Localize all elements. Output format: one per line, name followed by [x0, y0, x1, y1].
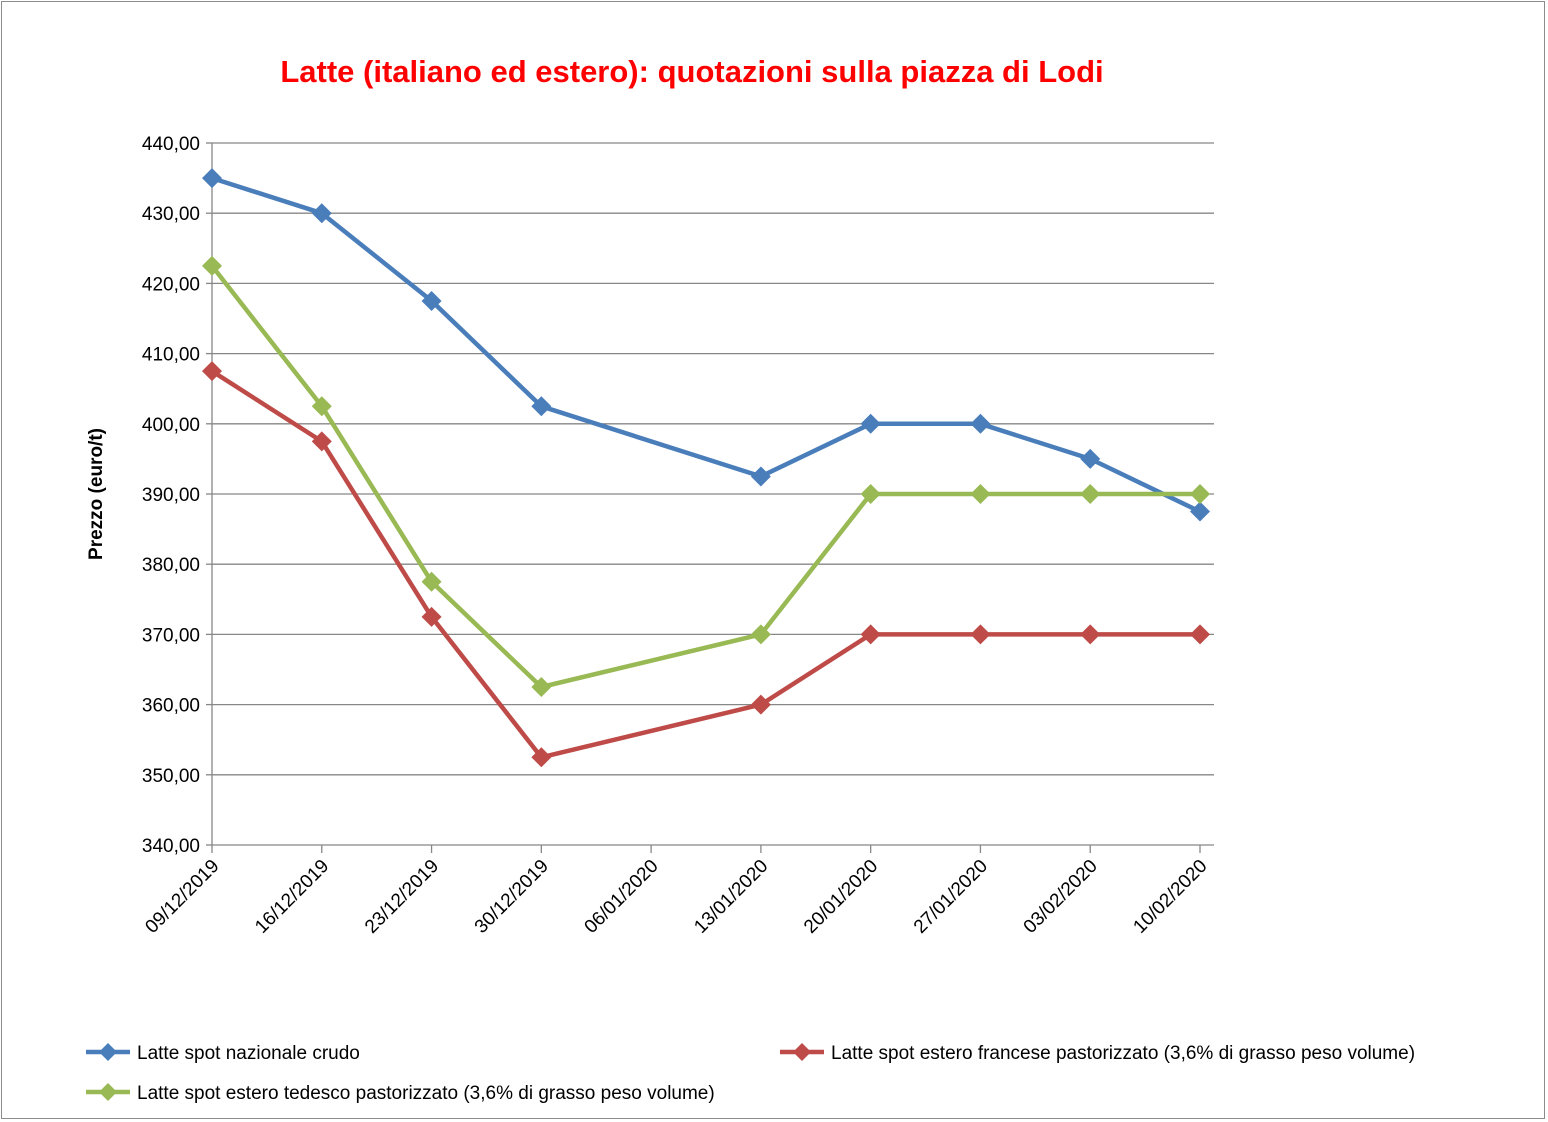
- data-point: [311, 203, 332, 224]
- series-3: [202, 255, 1210, 698]
- y-tick-label: 360,00: [142, 696, 200, 717]
- legend-label: Latte spot estero tedesco pastorizzato (…: [137, 1083, 715, 1104]
- data-point: [1190, 484, 1210, 504]
- data-point: [860, 484, 881, 504]
- x-tick-label: 09/12/2019: [141, 856, 223, 938]
- data-point: [1080, 484, 1101, 504]
- data-point: [531, 677, 552, 698]
- data-point: [311, 431, 332, 452]
- legend-marker: [99, 1083, 117, 1101]
- data-point: [311, 396, 332, 417]
- data-point: [970, 413, 991, 434]
- data-point: [750, 466, 771, 487]
- y-axis-title: Prezzo (euro/t): [86, 428, 107, 560]
- data-point: [421, 571, 442, 592]
- data-point: [531, 747, 552, 768]
- y-tick-label: 440,00: [142, 134, 200, 155]
- x-tick-label: 10/02/2020: [1129, 856, 1211, 938]
- data-point: [202, 255, 222, 276]
- y-tick-label: 340,00: [142, 836, 200, 857]
- legend-label: Latte spot estero francese pastorizzato …: [831, 1043, 1415, 1064]
- y-tick-label: 420,00: [142, 274, 200, 295]
- y-tick-label: 410,00: [142, 345, 200, 366]
- series-line: [210, 264, 1200, 690]
- legend-item: Latte spot estero francese pastorizzato …: [780, 1043, 1415, 1064]
- data-point: [1080, 448, 1101, 469]
- series-2: [202, 361, 1210, 768]
- x-tick-label: 23/12/2019: [361, 856, 443, 938]
- data-point: [202, 361, 222, 382]
- data-point: [421, 606, 442, 627]
- y-tick-label: 350,00: [142, 766, 200, 787]
- data-point: [860, 413, 881, 434]
- x-tick-label: 03/02/2020: [1020, 856, 1102, 938]
- x-tick-label: 27/01/2020: [910, 856, 992, 938]
- series-layer: [202, 168, 1210, 768]
- legend-marker: [793, 1043, 811, 1061]
- x-tick-label: 16/12/2019: [251, 856, 333, 938]
- data-point: [531, 396, 552, 417]
- legend-item: Latte spot estero tedesco pastorizzato (…: [86, 1083, 715, 1104]
- gridlines: [212, 142, 1214, 776]
- legend-marker: [99, 1043, 117, 1061]
- data-point: [750, 694, 771, 715]
- data-point: [1080, 624, 1101, 645]
- y-tick-label: 380,00: [142, 555, 200, 576]
- legend-label: Latte spot nazionale crudo: [137, 1043, 360, 1064]
- data-point: [970, 624, 991, 645]
- y-tick-label: 430,00: [142, 204, 200, 225]
- x-tick-label: 20/01/2020: [800, 856, 882, 938]
- data-point: [1190, 624, 1210, 645]
- x-tick-label: 06/01/2020: [581, 856, 663, 938]
- axes: 340,00 350,00 360,00 370,00 380,00 390,00 400,…: [141, 134, 1214, 938]
- data-point: [421, 290, 442, 311]
- data-point: [970, 484, 991, 504]
- data-point: [860, 624, 881, 645]
- data-point: [1190, 501, 1210, 522]
- x-tick-label: 30/12/2019: [471, 856, 553, 938]
- y-tick-label: 370,00: [142, 625, 200, 646]
- data-point: [202, 168, 222, 189]
- y-tick-label: 400,00: [142, 415, 200, 436]
- y-tick-label: 390,00: [142, 485, 200, 506]
- legend: Latte spot nazionale crudo Latte spot est…: [86, 1043, 1415, 1104]
- data-point: [750, 624, 771, 645]
- chart-title: Latte (italiano ed estero): quotazioni s…: [280, 54, 1103, 89]
- x-tick-label: 13/01/2020: [690, 856, 772, 938]
- series-line: [211, 175, 1201, 514]
- series-1: [202, 168, 1210, 522]
- legend-item: Latte spot nazionale crudo: [86, 1043, 360, 1064]
